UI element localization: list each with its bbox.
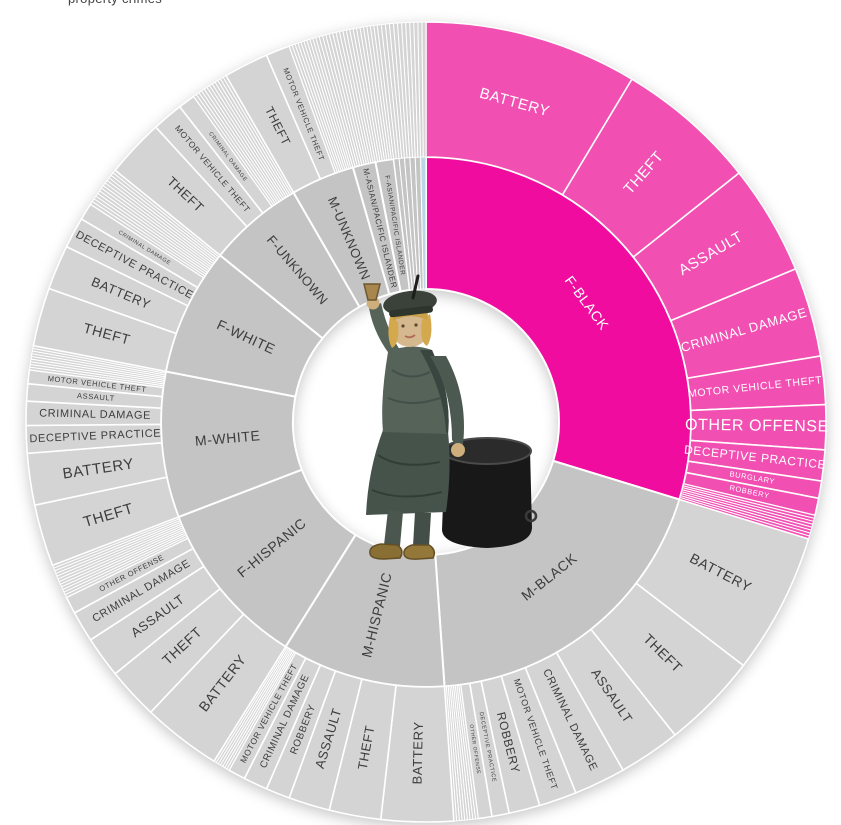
segment-label: M-WHITE <box>194 427 261 449</box>
segment-label: BATTERY <box>410 721 426 784</box>
segment-other-small-groups-sliver[interactable] <box>421 21 427 158</box>
segment-label: ASSAULT <box>77 391 115 403</box>
top-left-clipped-text: property crimes <box>68 0 162 6</box>
segment-label: CRIMINAL DAMAGE <box>39 407 151 421</box>
center-statue-image <box>363 274 538 560</box>
segment-label: DECEPTIVE PRACTICE <box>29 427 161 445</box>
segment-label: OTHER OFFENSE <box>685 417 829 436</box>
